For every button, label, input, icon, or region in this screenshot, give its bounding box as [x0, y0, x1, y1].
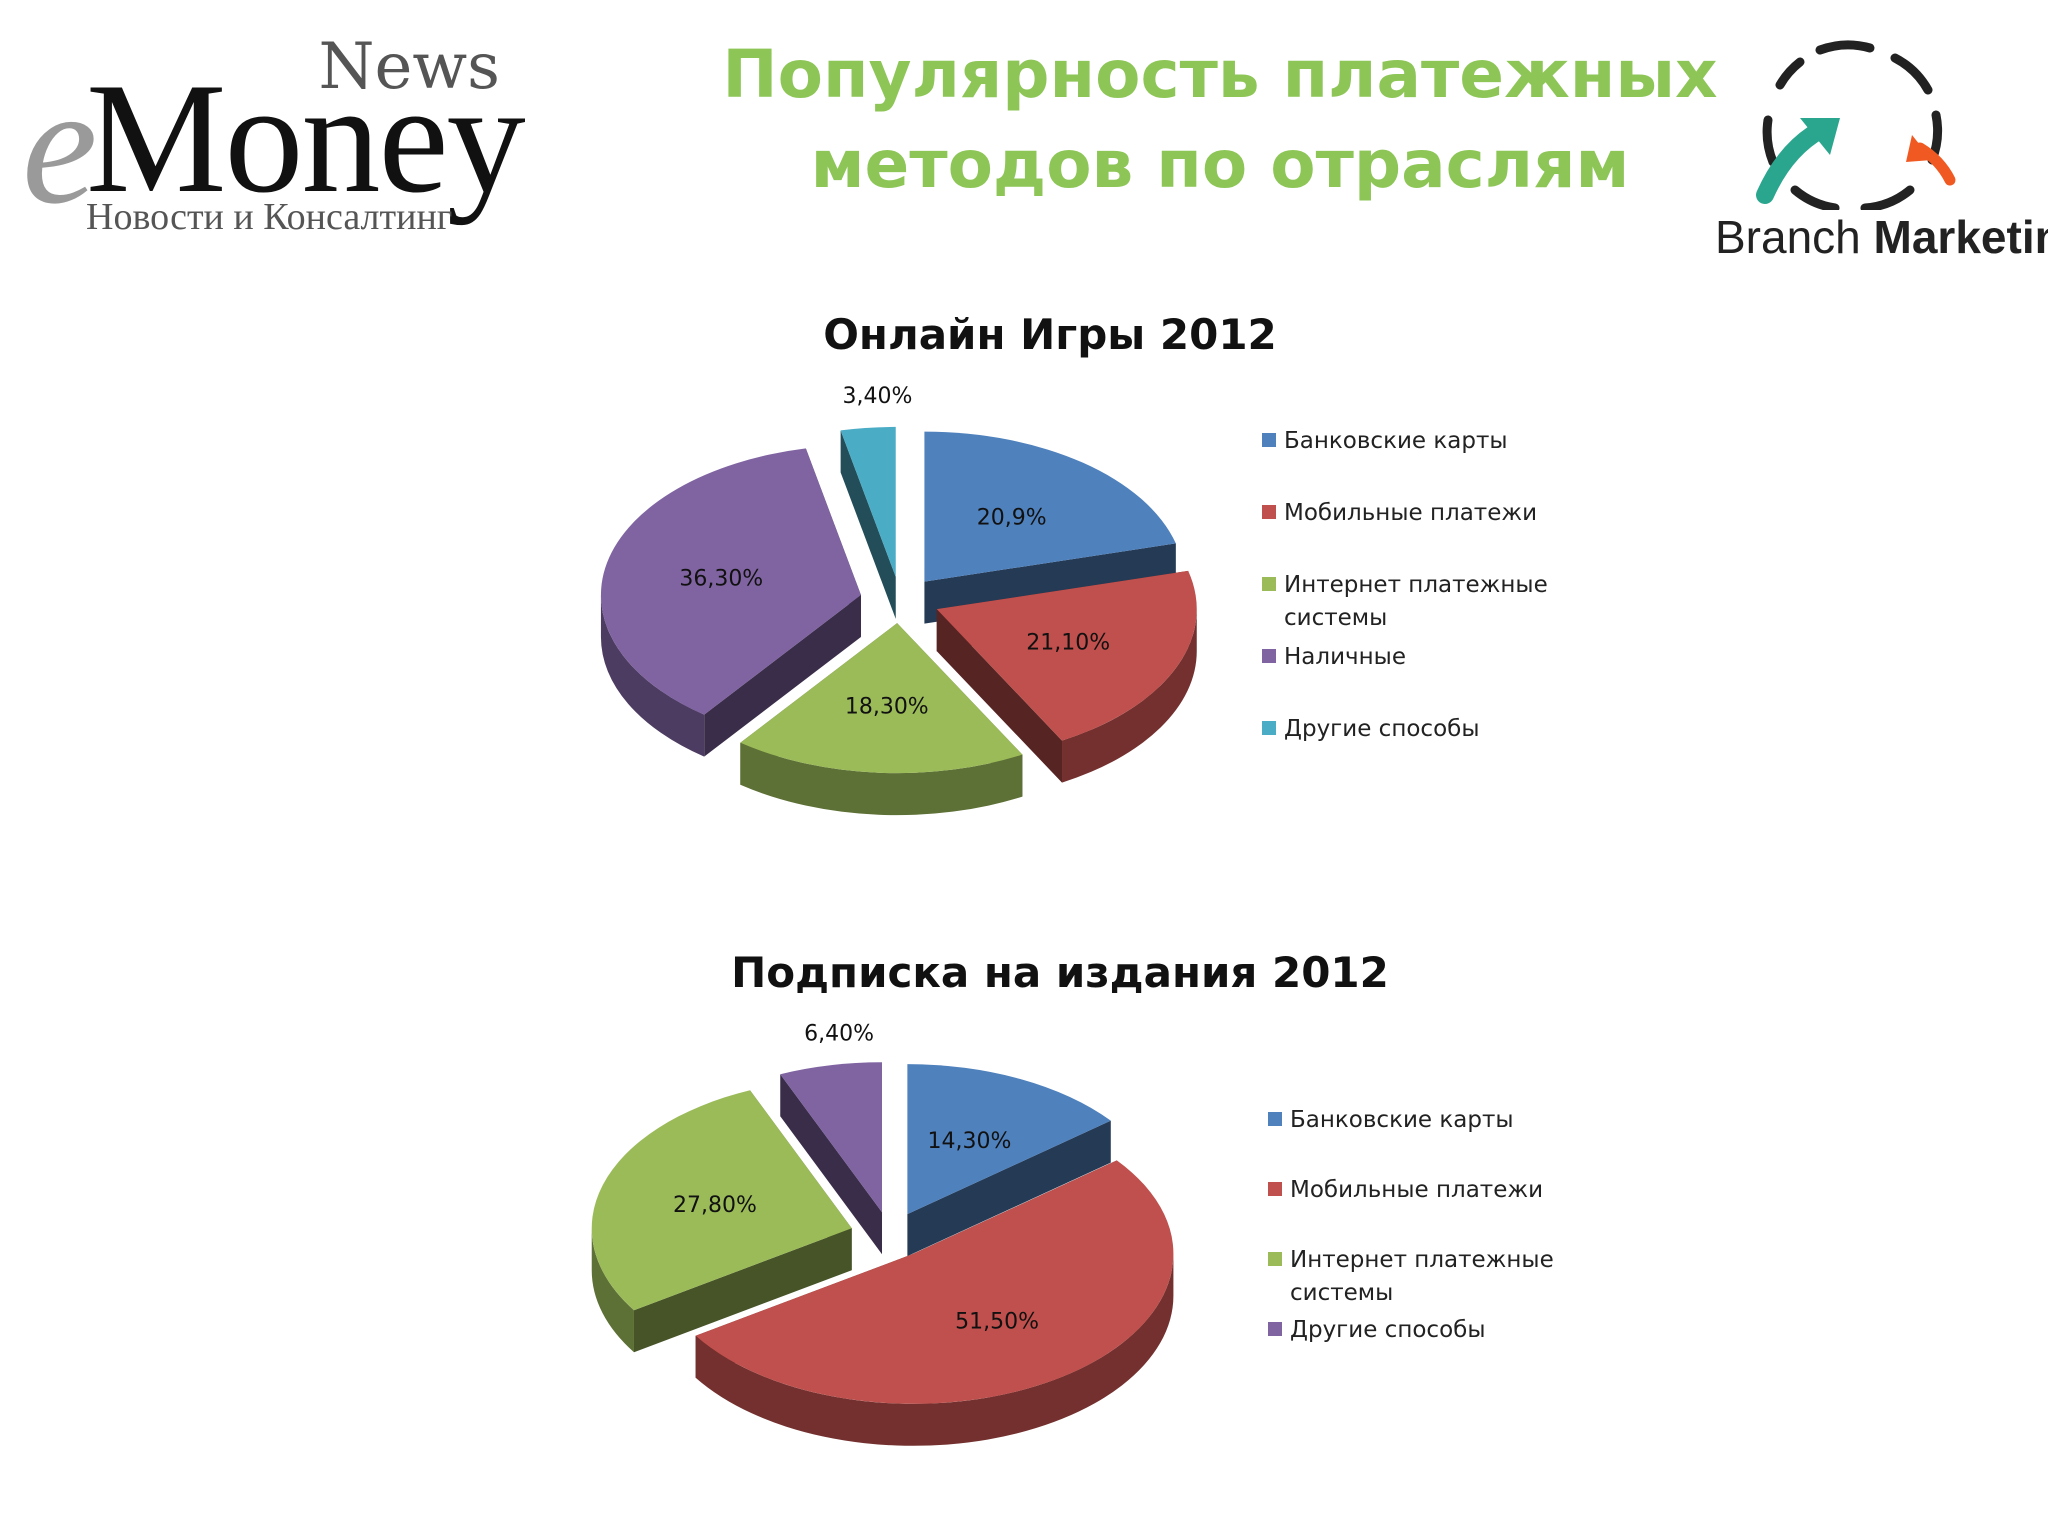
data-label-интернет-платежные-системы: 18,30%	[845, 694, 929, 719]
chart-title-online-games: Онлайн Игры 2012	[823, 310, 1277, 359]
legend-swatch	[1262, 577, 1276, 591]
pie-slice-wall	[840, 430, 896, 619]
pie-slice-top	[740, 623, 1023, 774]
pie-slice-мобильные-платежи	[695, 1160, 1174, 1446]
legend-swatch	[1262, 505, 1276, 519]
page-title-line2: методов по отраслям	[810, 126, 1630, 203]
pie-slice-мобильные-платежи	[936, 570, 1197, 783]
legend-item-мобильные-платежи: Мобильные платежи	[1262, 497, 1537, 530]
legend-label: Интернет платежные системы	[1284, 572, 1548, 631]
pie-slice-top	[600, 448, 861, 715]
legend-label: Интернет платежные системы	[1290, 1247, 1554, 1306]
legend-swatch	[1262, 433, 1276, 447]
logo-news-text: News	[318, 30, 501, 104]
legend-item-интернет-платежные-системы: Интернет платежные системы	[1268, 1244, 1560, 1310]
legend-subscriptions: Банковские карты Мобильные платежи Интерне…	[1268, 1104, 1588, 1364]
pie-slice-rim	[591, 1228, 634, 1353]
pie-slice-wall	[704, 595, 861, 757]
pie-slice-top	[780, 1062, 883, 1213]
legend-item-интернет-платежные-системы: Интернет платежные системы	[1262, 569, 1554, 635]
pie-chart-1: 20,9% 21,10% 18,30% 36,30% 3,40%	[600, 384, 1197, 816]
legend-swatch	[1268, 1112, 1282, 1126]
legend-item-наличные: Наличные	[1262, 641, 1406, 674]
pie-slice-top	[924, 431, 1176, 582]
brand-text-marketing: Marketing	[1873, 211, 2048, 263]
data-label-интернет-платежные-системы: 27,80%	[673, 1193, 757, 1218]
legend-swatch	[1268, 1182, 1282, 1196]
data-label-другие-способы: 3,40%	[843, 384, 913, 409]
logo-money-text: Money	[86, 51, 526, 226]
pie-slice-top	[840, 426, 896, 577]
page-title-line1: Популярность платежных	[722, 36, 1718, 113]
page-title: Популярность платежных методов по отрасл…	[700, 30, 1740, 210]
pie-slice-другие-способы	[840, 426, 896, 619]
emoney-logo: News e Money Новости и Консалтинг	[20, 30, 526, 250]
legend-swatch	[1268, 1252, 1282, 1266]
pie-slice-wall	[936, 609, 1063, 783]
logo-e-letter: e	[22, 51, 98, 239]
data-label-другие-способы: 6,40%	[804, 1021, 874, 1046]
pie-slice-интернет-платежные-системы	[740, 623, 1023, 816]
legend-swatch	[1262, 649, 1276, 663]
chart-title-subscriptions: Подписка на издания 2012	[731, 948, 1389, 997]
pie-slice-rim	[600, 595, 705, 757]
pie-slice-wall	[780, 1074, 883, 1255]
legend-item-другие-способы: Другие способы	[1268, 1314, 1486, 1347]
legend-online-games: Банковские карты Мобильные платежи Интерне…	[1262, 425, 1582, 755]
pie-slice-top	[695, 1160, 1174, 1404]
legend-item-другие-способы: Другие способы	[1262, 713, 1480, 746]
pie-slice-интернет-платежные-системы	[591, 1090, 852, 1353]
legend-swatch	[1262, 721, 1276, 735]
branch-marketing-icon	[1756, 40, 1956, 210]
legend-item-банковские-карты: Банковские карты	[1268, 1104, 1514, 1137]
legend-label: Банковские карты	[1284, 428, 1508, 454]
pie-chart-2: 14,30% 51,50% 27,80% 6,40%	[591, 1021, 1174, 1446]
legend-label: Мобильные платежи	[1284, 500, 1538, 526]
legend-label: Наличные	[1284, 644, 1406, 670]
pie-slice-wall	[633, 1228, 852, 1353]
data-label-мобильные-платежи: 51,50%	[955, 1310, 1039, 1335]
legend-swatch	[1268, 1322, 1282, 1336]
pie-slice-top	[907, 1064, 1111, 1215]
legend-item-банковские-карты: Банковские карты	[1262, 425, 1508, 458]
legend-item-мобильные-платежи: Мобильные платежи	[1268, 1174, 1543, 1207]
branch-marketing-logo: Branch Marketing	[1700, 30, 2048, 280]
pie-slice-top	[591, 1090, 852, 1311]
pie-slice-rim	[740, 742, 1023, 816]
pie-slice-rim	[1062, 609, 1197, 783]
pie-slice-другие-способы	[780, 1062, 883, 1255]
data-label-банковские-карты: 20,9%	[977, 505, 1047, 530]
legend-label: Банковские карты	[1290, 1107, 1514, 1133]
data-label-наличные: 36,30%	[679, 566, 763, 591]
pie-slice-wall	[907, 1120, 1111, 1257]
logo-tagline: Новости и Консалтинг	[86, 196, 453, 238]
data-label-мобильные-платежи: 21,10%	[1026, 631, 1110, 656]
pie-slice-top	[936, 570, 1197, 741]
pie-slice-наличные	[600, 448, 861, 757]
pie-slice-rim	[695, 1253, 1174, 1446]
legend-label: Мобильные платежи	[1290, 1177, 1544, 1203]
data-label-банковские-карты: 14,30%	[928, 1129, 1012, 1154]
legend-label: Другие способы	[1284, 716, 1480, 742]
brand-text-branch: Branch	[1715, 211, 1861, 263]
legend-label: Другие способы	[1290, 1317, 1486, 1343]
brand-text: Branch Marketing	[1715, 210, 2048, 264]
pie-slice-банковские-карты	[907, 1064, 1111, 1257]
